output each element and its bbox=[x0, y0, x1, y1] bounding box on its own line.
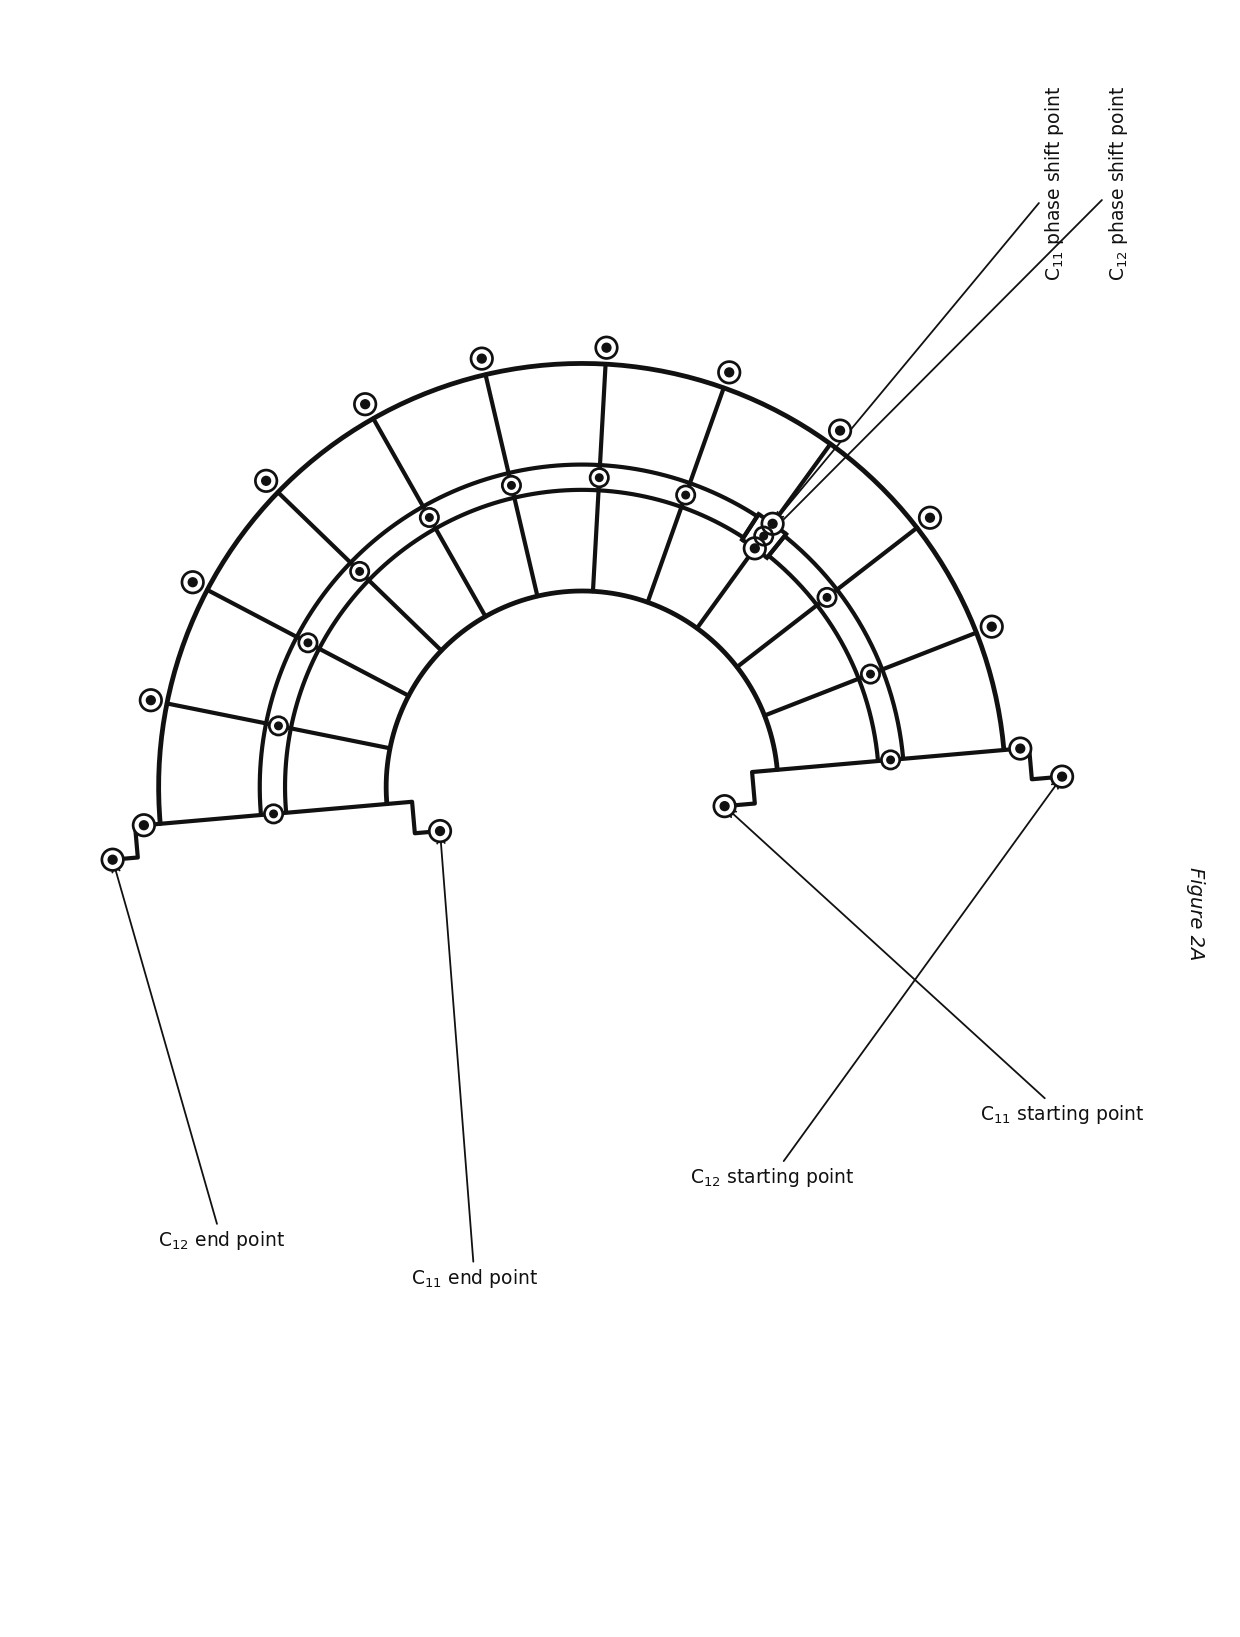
Circle shape bbox=[682, 491, 689, 499]
Circle shape bbox=[299, 634, 317, 652]
Circle shape bbox=[270, 810, 278, 817]
Circle shape bbox=[981, 616, 1002, 637]
Text: C$_{12}$ starting point: C$_{12}$ starting point bbox=[689, 781, 1059, 1188]
Circle shape bbox=[264, 805, 283, 823]
Circle shape bbox=[1052, 766, 1073, 787]
Circle shape bbox=[102, 850, 123, 871]
Circle shape bbox=[590, 468, 609, 486]
Circle shape bbox=[725, 368, 734, 377]
Circle shape bbox=[133, 815, 155, 837]
Circle shape bbox=[862, 665, 879, 683]
Circle shape bbox=[139, 820, 149, 830]
Circle shape bbox=[262, 476, 270, 485]
Text: C$_{12}$ end point: C$_{12}$ end point bbox=[113, 864, 285, 1252]
Circle shape bbox=[818, 588, 836, 607]
Circle shape bbox=[351, 561, 368, 581]
Circle shape bbox=[471, 347, 492, 370]
Circle shape bbox=[595, 337, 618, 359]
Circle shape bbox=[188, 578, 197, 586]
Circle shape bbox=[275, 722, 283, 730]
Circle shape bbox=[760, 532, 768, 540]
Circle shape bbox=[882, 751, 900, 769]
Circle shape bbox=[755, 527, 773, 545]
Text: C$_{11}$ end point: C$_{11}$ end point bbox=[412, 837, 538, 1290]
Circle shape bbox=[1058, 773, 1066, 781]
Circle shape bbox=[595, 475, 603, 481]
Circle shape bbox=[769, 519, 777, 529]
Circle shape bbox=[140, 689, 161, 710]
Circle shape bbox=[146, 696, 155, 704]
Circle shape bbox=[987, 622, 996, 632]
Circle shape bbox=[823, 594, 831, 601]
Circle shape bbox=[867, 670, 874, 678]
Circle shape bbox=[919, 507, 941, 529]
Circle shape bbox=[750, 543, 759, 553]
Circle shape bbox=[761, 512, 784, 535]
Circle shape bbox=[435, 827, 444, 835]
Circle shape bbox=[420, 509, 439, 527]
Text: C$_{11}$ starting point: C$_{11}$ starting point bbox=[728, 809, 1145, 1126]
Circle shape bbox=[887, 756, 894, 764]
Circle shape bbox=[269, 717, 288, 735]
Circle shape bbox=[714, 796, 735, 817]
Circle shape bbox=[361, 399, 370, 409]
Circle shape bbox=[744, 537, 765, 560]
Circle shape bbox=[502, 476, 521, 494]
Circle shape bbox=[720, 802, 729, 810]
Circle shape bbox=[830, 419, 851, 442]
Circle shape bbox=[355, 393, 376, 414]
Text: C$_{11}$ phase shift point: C$_{11}$ phase shift point bbox=[776, 87, 1066, 521]
Circle shape bbox=[603, 344, 611, 352]
Circle shape bbox=[718, 362, 740, 383]
Circle shape bbox=[836, 426, 844, 435]
Circle shape bbox=[925, 514, 935, 522]
Text: Figure 2A: Figure 2A bbox=[1185, 866, 1204, 959]
Circle shape bbox=[477, 354, 486, 363]
Circle shape bbox=[356, 568, 363, 575]
Circle shape bbox=[182, 571, 203, 593]
Circle shape bbox=[425, 514, 433, 521]
Circle shape bbox=[677, 486, 694, 504]
Circle shape bbox=[1009, 738, 1030, 760]
Text: C$_{12}$ phase shift point: C$_{12}$ phase shift point bbox=[758, 87, 1130, 545]
Circle shape bbox=[507, 481, 515, 489]
Circle shape bbox=[255, 470, 277, 491]
Circle shape bbox=[304, 638, 311, 647]
Circle shape bbox=[108, 855, 117, 864]
Circle shape bbox=[1016, 745, 1024, 753]
Circle shape bbox=[429, 820, 451, 841]
